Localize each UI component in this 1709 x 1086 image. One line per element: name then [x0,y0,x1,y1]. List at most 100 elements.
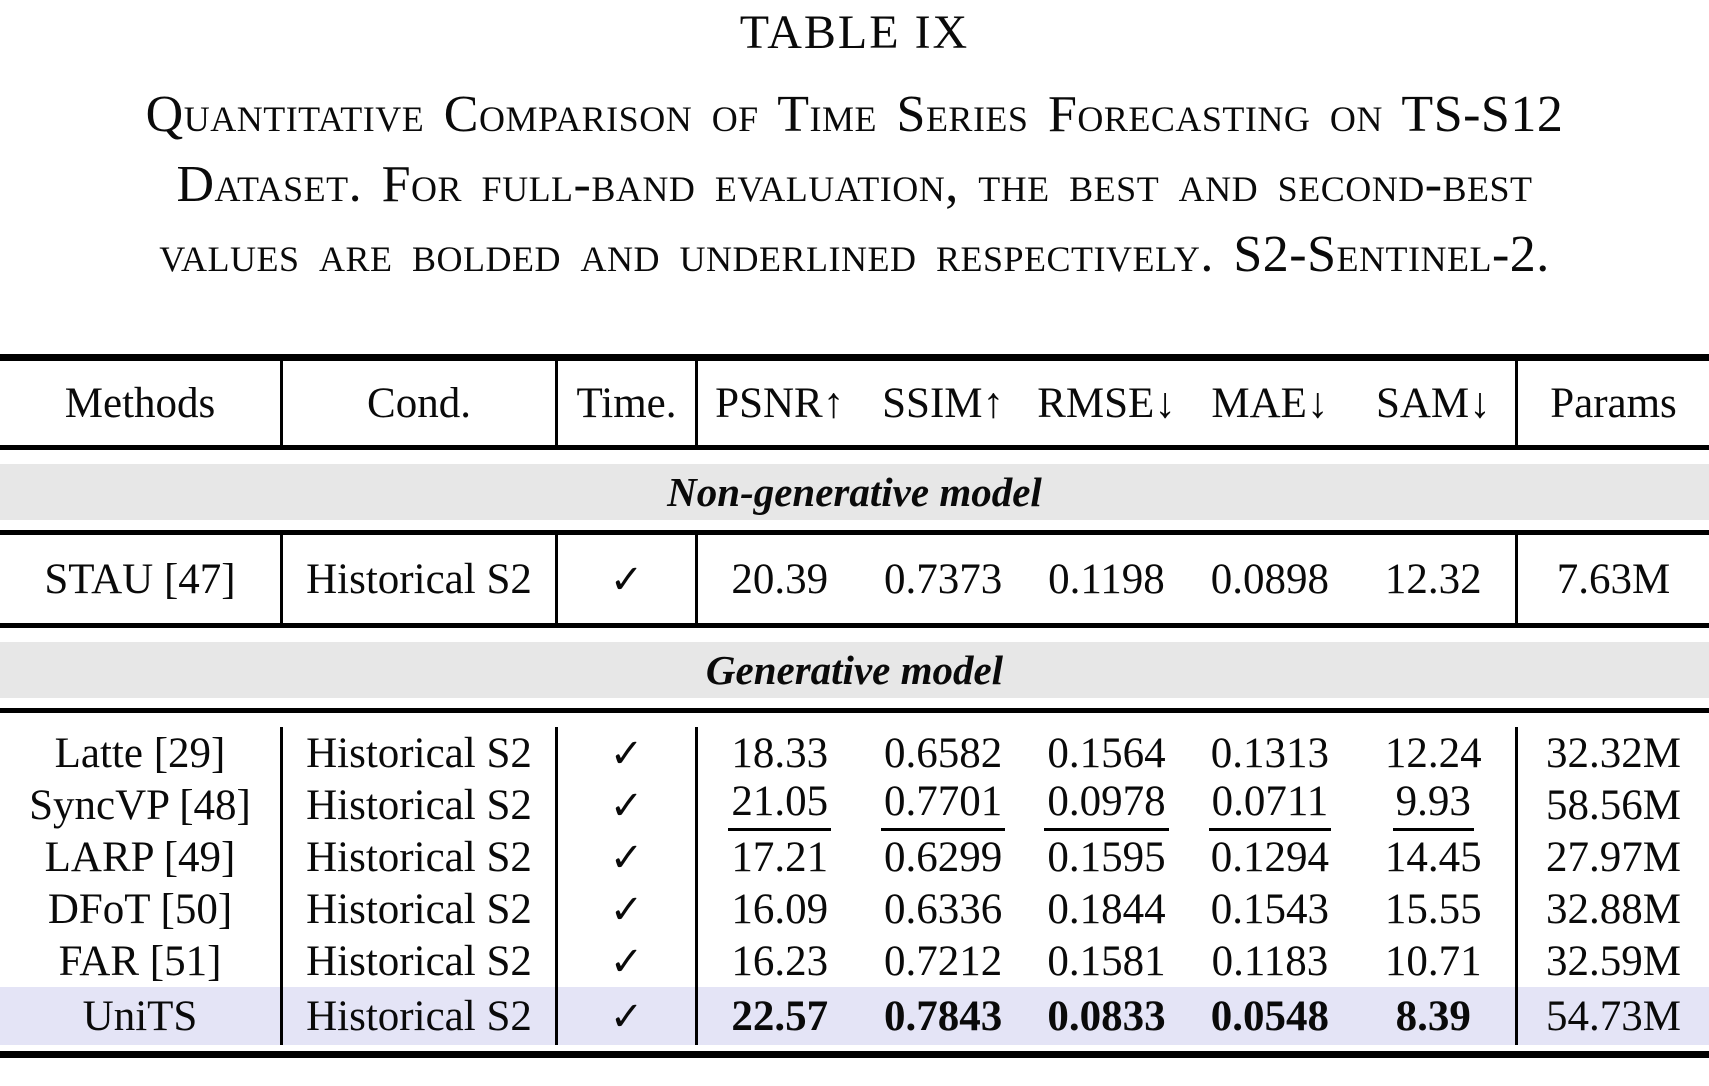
section-header-generative: Generative model [0,642,1709,698]
psnr-value: 20.39 [731,555,829,603]
rmse-value: 0.1581 [1047,937,1166,985]
sam-value: 14.45 [1384,833,1482,881]
cond-cell: Historical S2 [283,987,558,1045]
metrics-group: 16.23 0.7212 0.1581 0.1183 10.71 [698,935,1518,987]
section-rule [0,623,1709,628]
generative-rows-block: Latte [29] Historical S2 ✓ 18.33 0.6582 … [0,713,1709,1045]
cond-cell: Historical S2 [283,779,558,831]
psnr-value: 18.33 [731,729,829,777]
rmse-value-second-best: 0.0978 [1044,779,1169,832]
psnr-value: 16.23 [731,937,829,985]
psnr-value-second-best: 21.05 [728,779,832,832]
rmse-value-best: 0.0833 [1047,992,1166,1040]
metrics-group: 20.39 0.7373 0.1198 0.0898 12.32 [698,535,1518,623]
cond-cell: Historical S2 [283,535,558,623]
caption-line-3: values are bolded and underlined respect… [159,226,1550,283]
sam-value: 12.32 [1384,555,1482,603]
table-row-units-highlighted: UniTS Historical S2 ✓ 22.57 0.7843 0.083… [0,987,1709,1045]
sam-value: 15.55 [1384,885,1482,933]
params-cell: 32.88M [1546,885,1681,933]
ssim-value: 0.6336 [883,885,1003,933]
ssim-value: 0.6582 [883,729,1003,777]
cond-cell: Historical S2 [283,831,558,883]
cond-cell: Historical S2 [283,727,558,779]
rmse-value: 0.1844 [1047,885,1166,933]
mae-value-second-best: 0.0711 [1208,779,1332,832]
method-cell: SyncVP [48] [0,779,283,831]
mae-value: 0.0898 [1210,555,1330,603]
checkmark-icon: ✓ [609,886,644,932]
ssim-value-second-best: 0.7701 [880,779,1006,832]
table-top-rule [0,354,1709,361]
sam-value-best: 8.39 [1395,992,1471,1040]
results-table: Methods Cond. Time. PSNR↑ SSIM↑ RMSE↓ MA… [0,354,1709,1058]
params-cell: 54.73M [1546,992,1681,1040]
table-row-stau: STAU [47] Historical S2 ✓ 20.39 0.7373 0… [0,535,1709,623]
metrics-group: 18.33 0.6582 0.1564 0.1313 12.24 [698,727,1518,779]
section-rule [0,708,1709,713]
column-header-methods: Methods [0,361,283,445]
mae-value: 0.1543 [1210,885,1330,933]
metric-headers-group: PSNR↑ SSIM↑ RMSE↓ MAE↓ SAM↓ [698,361,1518,445]
metrics-group: 17.21 0.6299 0.1595 0.1294 14.45 [698,831,1518,883]
ssim-value: 0.6299 [883,833,1003,881]
psnr-value: 17.21 [731,833,829,881]
cond-cell: Historical S2 [283,935,558,987]
section-header-non-generative: Non-generative model [0,464,1709,520]
table-bottom-rule [0,1051,1709,1058]
checkmark-icon: ✓ [609,556,644,602]
metrics-group: 22.57 0.7843 0.0833 0.0548 8.39 [698,987,1518,1045]
column-header-psnr: PSNR↑ [715,379,845,427]
paper-table-figure: TABLE IX Quantitative Comparison of Time… [0,8,1709,1058]
header-bottom-rule [0,445,1709,450]
mae-value-best: 0.0548 [1210,992,1330,1040]
column-header-time: Time. [558,361,698,445]
rmse-value: 0.1595 [1047,833,1166,881]
params-cell: 7.63M [1556,555,1671,603]
table-caption: Quantitative Comparison of Time Series F… [0,80,1709,290]
method-cell: STAU [47] [0,535,283,623]
caption-line-1: Quantitative Comparison of Time Series F… [145,86,1564,143]
column-header-sam: SAM↓ [1375,379,1491,427]
metrics-group: 16.09 0.6336 0.1844 0.1543 15.55 [698,883,1518,935]
ssim-value: 0.7212 [883,937,1003,985]
checkmark-icon: ✓ [609,834,644,880]
params-cell: 58.56M [1546,781,1681,829]
sam-value-second-best: 9.93 [1392,779,1474,832]
mae-value: 0.1313 [1210,729,1330,777]
rmse-value: 0.1198 [1048,555,1165,603]
sam-value: 10.71 [1384,937,1482,985]
ssim-value: 0.7373 [883,555,1003,603]
table-row-dfot: DFoT [50] Historical S2 ✓ 16.09 0.6336 0… [0,883,1709,935]
column-header-params: Params [1550,379,1677,427]
psnr-value-best: 22.57 [731,992,829,1040]
column-header-cond: Cond. [283,361,558,445]
mae-value: 0.1183 [1211,937,1329,985]
method-cell: UniTS [0,987,283,1045]
column-header-ssim: SSIM↑ [882,379,1005,427]
column-header-mae: MAE↓ [1211,379,1329,427]
params-cell: 32.59M [1546,937,1681,985]
method-cell: FAR [51] [0,935,283,987]
checkmark-icon: ✓ [609,938,644,984]
params-cell: 27.97M [1546,833,1681,881]
table-row-latte: Latte [29] Historical S2 ✓ 18.33 0.6582 … [0,727,1709,779]
checkmark-icon: ✓ [609,782,644,828]
sam-value: 12.24 [1384,729,1482,777]
method-cell: LARP [49] [0,831,283,883]
params-cell: 32.32M [1546,729,1681,777]
section-rule [0,530,1709,535]
table-number-title: TABLE IX [739,6,970,59]
psnr-value: 16.09 [731,885,829,933]
rmse-value: 0.1564 [1047,729,1166,777]
table-row-far: FAR [51] Historical S2 ✓ 16.23 0.7212 0.… [0,935,1709,987]
mae-value: 0.1294 [1210,833,1330,881]
checkmark-icon: ✓ [609,730,644,776]
ssim-value-best: 0.7843 [883,992,1003,1040]
cond-cell: Historical S2 [283,883,558,935]
method-cell: DFoT [50] [0,883,283,935]
column-header-rmse: RMSE↓ [1037,379,1176,427]
checkmark-icon: ✓ [609,993,644,1039]
method-cell: Latte [29] [0,727,283,779]
table-row-syncvp: SyncVP [48] Historical S2 ✓ 21.05 0.7701… [0,779,1709,832]
